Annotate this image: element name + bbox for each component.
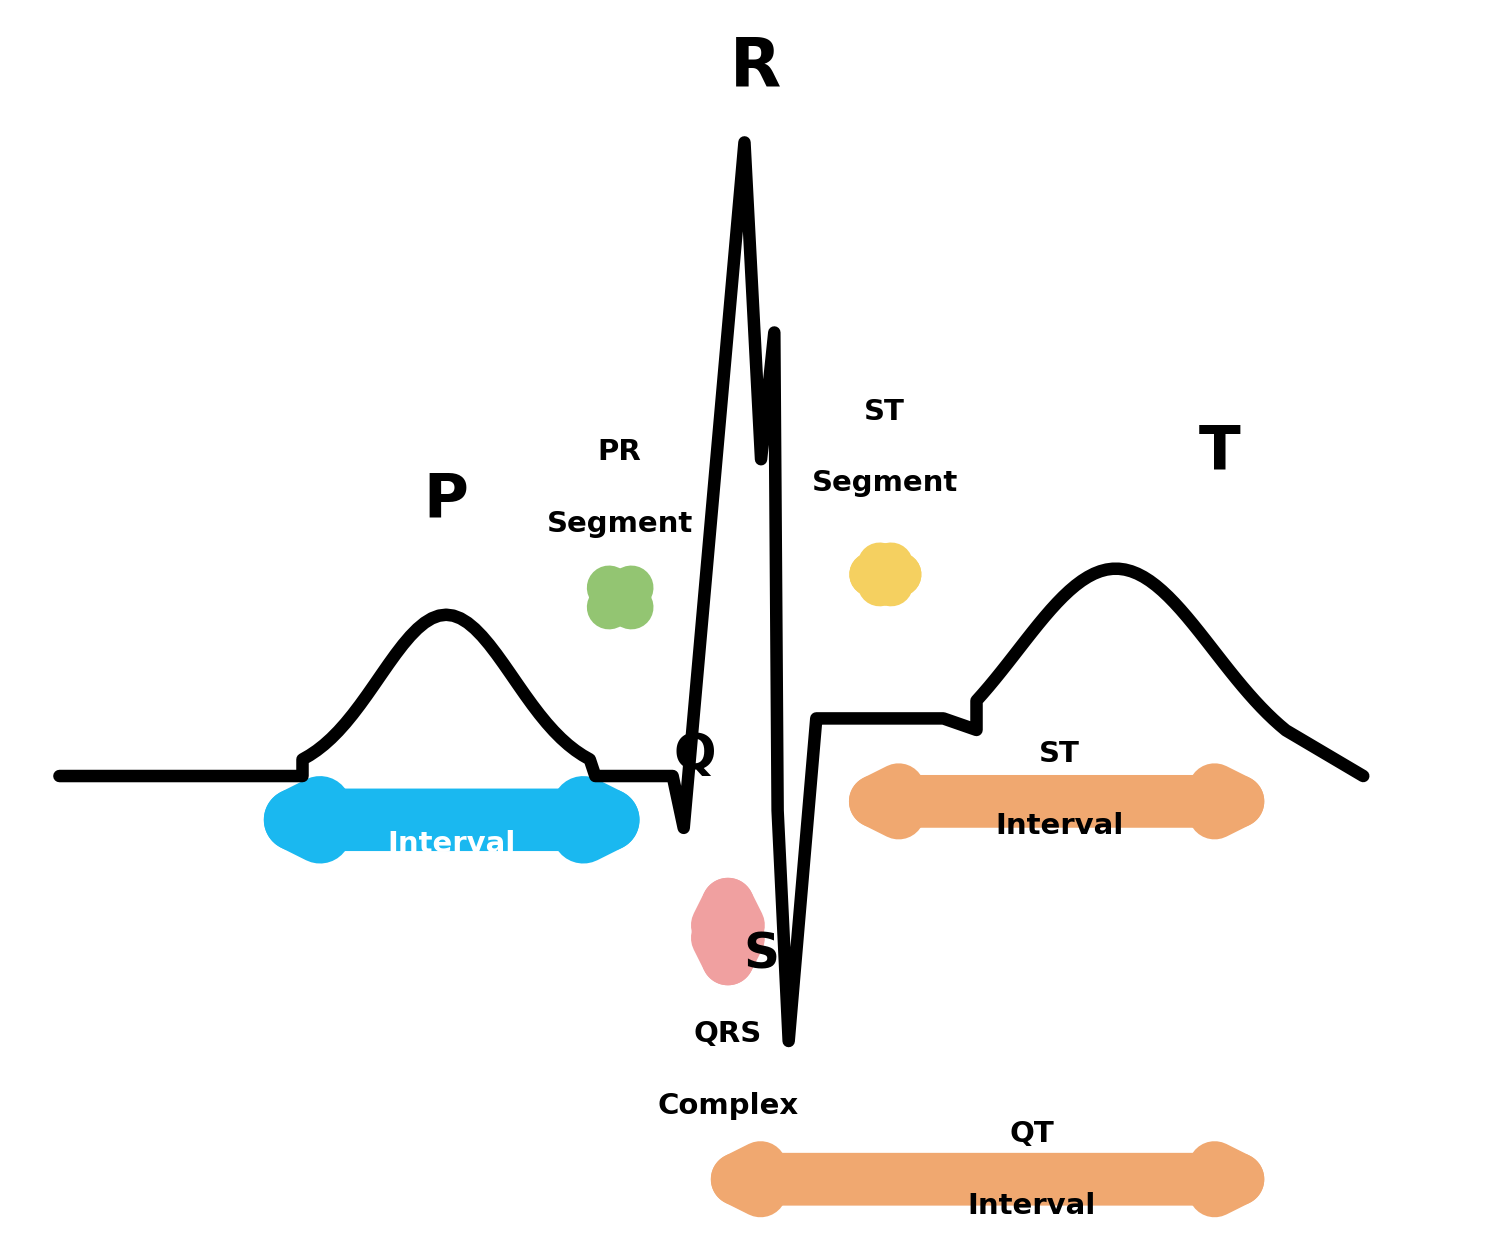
Text: PR: PR [597, 438, 642, 467]
Text: S: S [742, 931, 778, 979]
Text: QRS: QRS [694, 1020, 762, 1047]
Text: QT: QT [1010, 1121, 1054, 1148]
Text: Interval: Interval [968, 1191, 1096, 1220]
Text: Interval: Interval [387, 830, 516, 858]
Text: P: P [423, 470, 468, 529]
Text: ST: ST [1040, 740, 1080, 768]
Text: Complex: Complex [657, 1092, 798, 1119]
Text: Segment: Segment [812, 469, 958, 498]
Text: Segment: Segment [546, 510, 693, 537]
Text: R: R [730, 35, 782, 101]
Text: ST: ST [864, 398, 904, 426]
Text: PR: PR [430, 758, 474, 787]
Text: T: T [1198, 424, 1240, 483]
Text: Q: Q [674, 731, 716, 779]
Text: Interval: Interval [994, 812, 1124, 840]
